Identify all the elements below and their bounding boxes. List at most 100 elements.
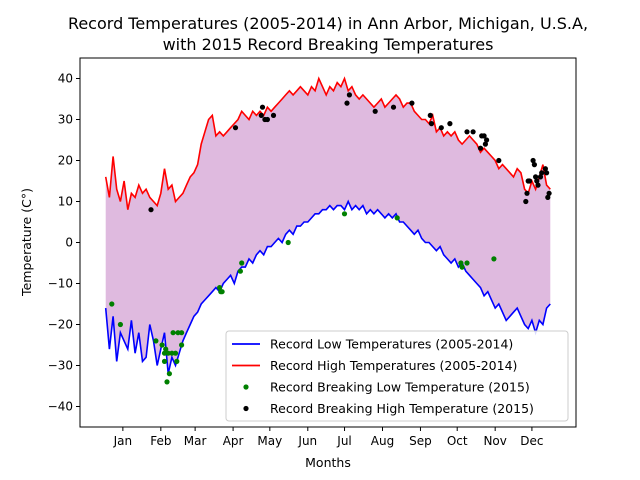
record-break-low-point	[217, 285, 223, 291]
record-break-high-point	[464, 129, 470, 135]
legend-label: Record Low Temperatures (2005-2014)	[270, 337, 513, 352]
record-break-high-point	[496, 157, 502, 164]
record-break-low-point	[458, 260, 464, 266]
x-tick-label: Sep	[409, 434, 432, 448]
record-break-high-point	[544, 170, 550, 176]
record-break-low-point	[464, 260, 470, 266]
y-tick-label: 0	[65, 236, 73, 250]
record-break-high-point	[523, 198, 529, 205]
y-tick-label: −20	[48, 318, 73, 332]
y-axis-label: Temperature (C°)	[19, 188, 34, 297]
record-break-low-point	[239, 260, 245, 266]
record-break-high-point	[482, 141, 488, 147]
record-break-high-point	[539, 170, 545, 176]
y-tick-label: 10	[58, 195, 73, 209]
record-break-high-point	[427, 112, 433, 118]
record-break-high-point	[438, 125, 444, 131]
x-tick-label: Feb	[150, 434, 171, 448]
x-tick-label: Aug	[371, 434, 394, 448]
record-break-high-point	[542, 166, 549, 172]
record-break-high-point	[535, 182, 541, 188]
x-tick-label: Mar	[184, 434, 207, 448]
record-break-high-point	[531, 162, 538, 168]
record-break-low-point	[179, 330, 185, 336]
record-break-low-point	[285, 239, 291, 246]
record-break-high-point	[232, 125, 239, 131]
record-high-line	[104, 76, 551, 210]
y-tick-label: 40	[58, 72, 73, 86]
legend-box	[225, 330, 569, 422]
record-break-high-point	[372, 108, 378, 114]
record-break-low-point	[394, 215, 400, 221]
record-break-high-point	[270, 112, 277, 118]
y-tick-label: −10	[48, 277, 73, 291]
legend-label: Record High Temperatures (2005-2014)	[270, 358, 517, 373]
x-tick-label: Nov	[483, 434, 506, 448]
record-break-high-point	[390, 104, 397, 110]
record-break-low-point	[174, 358, 180, 364]
record-break-low-point	[179, 342, 185, 348]
y-tick-label: 30	[58, 113, 73, 127]
x-tick-label: May	[257, 434, 282, 448]
x-axis-label: Months	[305, 455, 351, 470]
record-break-high-point	[428, 121, 435, 127]
x-tick-label: Jan	[113, 434, 133, 448]
legend-label: Record Breaking High Temperature (2015)	[270, 401, 534, 416]
legend-marker-swatch	[243, 405, 249, 412]
record-break-low-point	[159, 342, 165, 348]
record-break-high-point	[470, 129, 476, 135]
record-break-low-point	[170, 330, 176, 336]
record-break-high-point	[537, 174, 544, 180]
record-break-low-point	[161, 350, 168, 356]
record-break-low-point	[165, 350, 171, 356]
x-tick-label: Oct	[447, 434, 468, 448]
record-break-low-point	[117, 321, 123, 328]
record-break-low-point	[153, 338, 159, 344]
record-break-high-point	[409, 100, 415, 106]
record-break-high-point	[524, 190, 530, 196]
record-break-high-point	[148, 207, 154, 213]
record-break-high-point	[447, 121, 453, 127]
record-break-high-point	[481, 133, 487, 139]
chart-title-line2: with 2015 Record Breaking Temperatures	[163, 35, 494, 54]
y-tick-label: −40	[48, 400, 73, 414]
record-break-high-point	[526, 178, 533, 184]
record-break-low-point	[109, 301, 115, 307]
range-fill	[105, 78, 551, 374]
record-break-high-point	[534, 178, 540, 184]
record-break-high-point	[258, 112, 264, 118]
record-break-high-point	[346, 92, 352, 98]
record-break-low-point	[237, 268, 243, 274]
record-break-high-point	[533, 174, 539, 180]
record-break-low-point	[163, 346, 169, 352]
record-break-low-point	[175, 330, 181, 336]
record-break-low-point	[341, 211, 348, 217]
x-tick-label: Jul	[336, 434, 351, 448]
record-break-low-point	[172, 350, 179, 356]
record-break-low-point	[459, 264, 465, 270]
x-tick-label: Apr	[223, 434, 244, 448]
record-break-high-point	[477, 145, 484, 151]
record-break-low-point	[169, 350, 175, 356]
y-tick-label: −30	[48, 359, 73, 373]
record-break-low-point	[164, 379, 170, 385]
x-tick-label: Dec	[520, 434, 543, 448]
legend-marker-swatch	[243, 384, 249, 390]
y-tick-label: 20	[58, 154, 73, 168]
record-break-high-point	[530, 157, 536, 164]
record-break-high-point	[344, 100, 350, 106]
record-break-high-point	[546, 190, 552, 196]
record-break-low-point	[166, 371, 172, 377]
record-break-low-point	[161, 358, 168, 364]
x-tick-label: Jun	[297, 434, 317, 448]
legend-label: Record Breaking Low Temperature (2015)	[270, 380, 530, 395]
record-low-line	[104, 199, 551, 374]
record-break-high-point	[259, 104, 266, 110]
record-break-low-point	[491, 256, 497, 262]
record-break-high-point	[264, 116, 270, 123]
record-break-low-point	[219, 289, 225, 295]
record-break-high-point	[484, 137, 490, 143]
record-break-high-point	[545, 194, 551, 200]
